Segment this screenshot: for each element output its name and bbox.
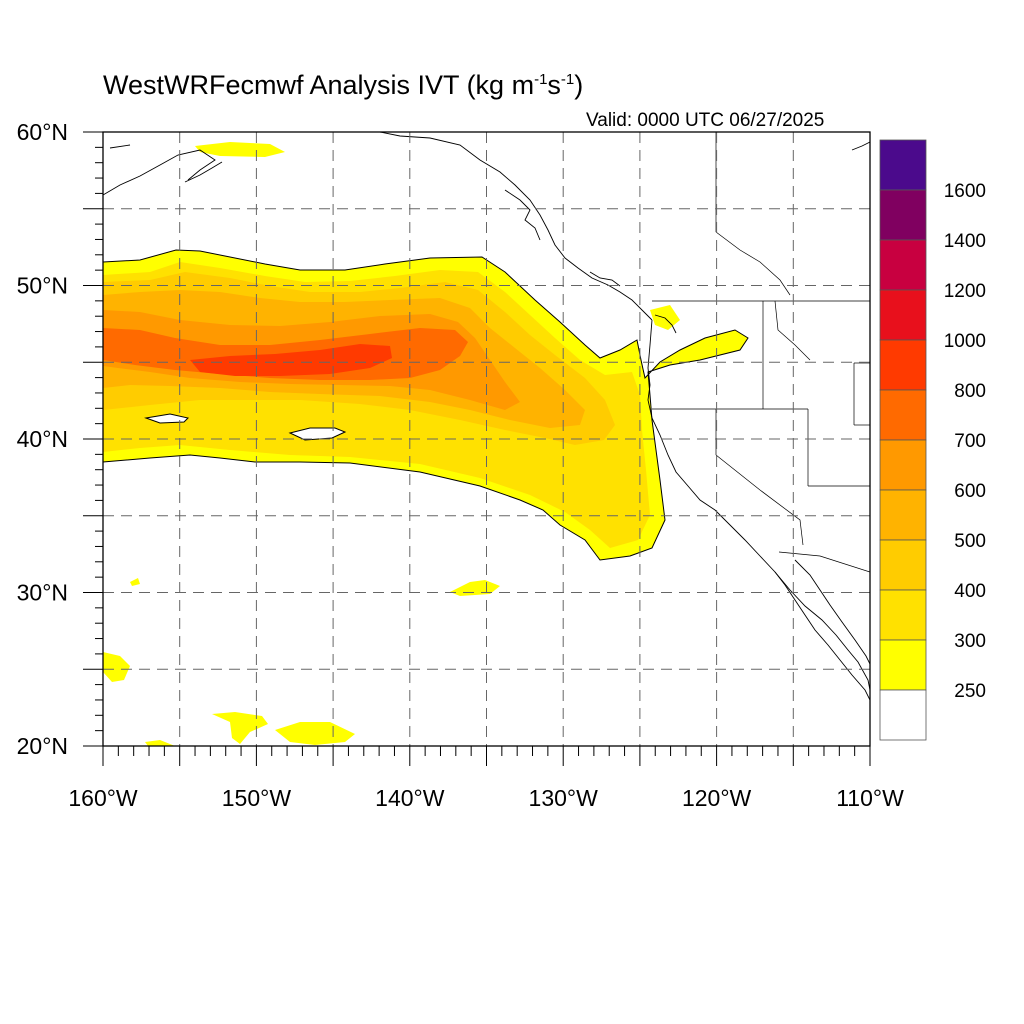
colorbar-label: 700: [954, 431, 986, 452]
lon-label: 130°W: [529, 785, 599, 811]
state-border-icon: [652, 132, 870, 573]
ivt-patch-8: [650, 305, 680, 330]
ivt-patch-5: [212, 712, 268, 744]
lat-label: 50°N: [17, 273, 68, 299]
ivt-gap-2: [288, 427, 347, 441]
lon-label: 140°W: [375, 785, 445, 811]
colorbar-label: 800: [954, 381, 986, 402]
ivt-patch-4: [103, 652, 130, 682]
colorbar-label: 300: [954, 631, 986, 652]
lon-labels: 160°W 150°W 140°W 130°W 120°W 110°W: [68, 785, 904, 811]
coastline-icon: [103, 132, 870, 701]
plot-title: WestWRFecmwf Analysis IVT (kg m-1s-1): [103, 70, 583, 101]
axis-ticks: [83, 131, 871, 766]
lon-label: 160°W: [68, 785, 138, 811]
colorbar-swatch: [879, 389, 927, 441]
lat-labels: 60°N 50°N 40°N 30°N 20°N: [17, 119, 68, 759]
colorbar-label: 400: [954, 581, 986, 602]
colorbar-swatch: [879, 639, 927, 691]
ivt-patch-2: [450, 580, 500, 596]
title-close: ): [574, 70, 584, 100]
colorbar-swatch: [879, 289, 927, 341]
lat-label: 60°N: [17, 119, 68, 145]
colorbar-label: 1200: [944, 281, 986, 302]
colorbar-swatch: [879, 489, 927, 541]
ivt-gap-1: [144, 413, 189, 424]
graticule: [103, 132, 870, 746]
ivt-field: [103, 142, 749, 746]
valid-time: Valid: 0000 UTC 06/27/2025: [586, 110, 825, 131]
ivt-patch-3: [130, 578, 140, 586]
colorbar-swatch: [879, 589, 927, 641]
lon-label: 150°W: [222, 785, 292, 811]
title-unit-s: s: [547, 70, 561, 100]
title-sup-2: -1: [560, 71, 575, 88]
lon-label: 120°W: [682, 785, 752, 811]
colorbar-swatch: [879, 139, 927, 191]
lon-label: 110°W: [836, 785, 904, 811]
title-sup-1: -1: [534, 71, 548, 88]
colorbar-swatch: [879, 239, 927, 291]
colorbar-swatch: [879, 539, 927, 591]
colorbar-swatch: [879, 189, 927, 241]
lat-label: 30°N: [17, 580, 68, 606]
colorbar-swatch: [879, 439, 927, 491]
ivt-patch-1: [195, 142, 285, 157]
ivt-band-800: [190, 344, 392, 376]
colorbar-label: 1600: [944, 181, 986, 202]
title-text: WestWRFecmwf Analysis IVT (kg m: [103, 70, 535, 100]
colorbar-label: 250: [954, 681, 986, 702]
lat-label: 20°N: [17, 733, 68, 759]
colorbar-swatch: [879, 339, 927, 391]
colorbar-label: 1400: [944, 231, 986, 252]
ivt-patch-7: [145, 740, 175, 746]
colorbar: 1600 1400 1200 1000 800 700 600 500 400 300 250: [879, 139, 986, 741]
ivt-patch-6: [275, 722, 355, 745]
lat-label: 40°N: [17, 426, 68, 452]
colorbar-swatch: [879, 689, 927, 741]
colorbar-label: 600: [954, 481, 986, 502]
colorbar-label: 1000: [944, 331, 986, 352]
colorbar-label: 500: [954, 531, 986, 552]
